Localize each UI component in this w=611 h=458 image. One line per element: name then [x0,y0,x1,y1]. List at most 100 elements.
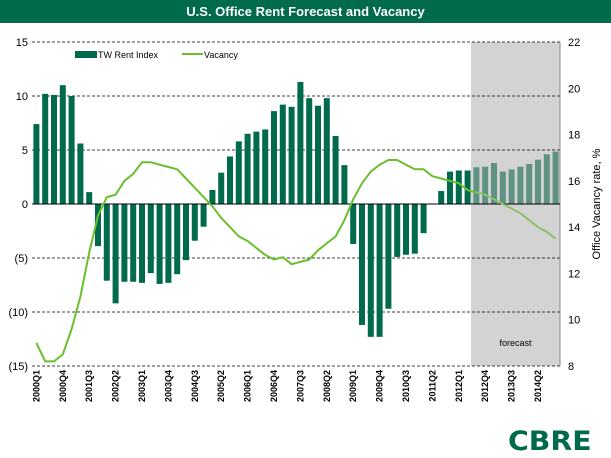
x-tick-label: 2009Q4 [375,370,385,402]
bar-2001Q3 [86,192,93,204]
bar-2000Q4 [59,85,66,204]
bar-2012Q2 [464,170,471,204]
bar-2004Q4 [200,204,207,227]
bar-2002Q1 [103,204,110,281]
legend-label-vacancy: Vacancy [204,50,238,60]
bar-2007Q3 [297,81,304,204]
bar-2003Q4 [165,204,172,283]
bar-2000Q2 [42,93,49,204]
bar-2006Q4 [271,111,277,204]
bar-2012Q4 [482,166,489,204]
x-tick-label: 2002Q2 [111,370,121,402]
bar-2005Q3 [227,156,233,204]
x-tick-label: 2000Q1 [31,370,41,402]
bar-2002Q2 [112,204,119,304]
x-tick-label: 2011Q2 [427,370,437,402]
bar-2010Q4 [411,204,418,254]
bar-2002Q4 [130,204,137,282]
bar-2013Q4 [517,166,524,204]
bar-2003Q2 [147,204,154,274]
bar-2014Q4 [552,151,559,204]
x-tick-label: 2003Q4 [163,370,173,402]
x-tick-label: 2000Q4 [58,370,68,402]
x-tick-label: 2004Q3 [190,370,200,402]
bar-2012Q1 [455,170,462,204]
y-tick-left: 5 [22,145,28,157]
x-tick-label: 2007Q3 [295,370,305,402]
bar-2000Q1 [33,124,40,204]
bar-2011Q4 [447,171,453,204]
x-tick-label: 2003Q1 [137,370,147,402]
y-tick-right: 14 [568,222,580,234]
bar-2000Q3 [51,94,57,204]
y-tick-left: (10) [8,307,28,319]
x-tick-label: 2013Q3 [507,370,517,402]
y-tick-left: (15) [8,361,28,373]
bar-2002Q3 [121,204,128,282]
bar-2006Q2 [253,131,260,204]
bar-2006Q3 [262,129,269,204]
y-tick-right: 20 [568,83,580,95]
bar-2001Q1 [68,96,75,204]
bar-2004Q3 [191,204,198,241]
y-tick-right: 16 [568,176,580,188]
legend-swatch-rent [75,51,97,58]
bar-2001Q2 [77,143,84,204]
bar-2010Q2 [394,204,401,257]
bar-2005Q1 [209,189,216,204]
bar-2014Q3 [543,154,550,204]
bar-2014Q2 [535,159,541,204]
cbre-logo: CBRE [508,426,592,457]
bar-2009Q3 [367,204,374,337]
bar-2004Q2 [183,204,189,261]
x-tick-label: 2006Q4 [269,370,279,402]
bar-2003Q3 [156,204,163,284]
bar-2013Q1 [491,162,497,204]
y-tick-left: 10 [16,91,28,103]
y-tick-right: 22 [568,37,580,49]
vacancy-line [35,159,477,363]
bar-2001Q4 [95,204,101,247]
chart-title: U.S. Office Rent Forecast and Vacancy [0,0,611,23]
bar-2006Q1 [244,133,251,204]
y-tick-right: 12 [568,268,580,280]
bar-2004Q1 [174,204,181,275]
bar-2009Q1 [350,204,357,244]
bar-2008Q3 [332,135,339,204]
vacancy-line-forecast [476,191,557,240]
x-tick-label: 2014Q2 [533,370,543,402]
x-tick-label: 2006Q1 [243,370,253,402]
y-tick-right: 8 [568,361,574,373]
bar-2012Q3 [473,167,480,204]
bar-2010Q3 [403,204,409,255]
x-tick-label: 2012Q1 [454,370,464,402]
chart: forecast 15 10 5 0 (5) (10) (15) 22 20 18 16 14 12 10 8… [8,37,603,402]
bar-2005Q2 [218,172,225,204]
y-tick-right: 10 [568,315,580,327]
bar-2010Q1 [385,204,392,309]
y-tick-right: 18 [568,130,580,142]
bar-2009Q4 [376,204,383,337]
bar-2008Q2 [323,98,330,204]
bar-2007Q1 [279,104,286,204]
bar-2003Q1 [139,204,145,283]
bar-2009Q2 [359,204,365,325]
bar-2007Q4 [306,98,313,204]
bar-2014Q1 [526,164,533,204]
bar-2011Q3 [438,191,445,204]
y-tick-left: 0 [22,199,28,211]
y-tick-left: 15 [16,37,28,49]
x-tick-label: 2012Q4 [480,370,490,402]
bar-2008Q1 [315,105,321,204]
bar-2005Q4 [235,141,242,204]
y-tick-left: (5) [15,253,28,265]
y-axis-right-label: Office Vacancy rate, % [591,148,603,259]
bar-2013Q3 [508,169,515,204]
bar-2013Q2 [499,171,506,204]
x-tick-label: 2009Q1 [348,370,358,402]
x-tick-label: 2005Q2 [216,370,226,402]
x-tick-label: 2010Q3 [401,370,411,402]
legend-label-rent: TW Rent Index [98,50,159,60]
bar-2008Q4 [341,165,348,204]
x-tick-label: 2001Q3 [84,370,94,402]
